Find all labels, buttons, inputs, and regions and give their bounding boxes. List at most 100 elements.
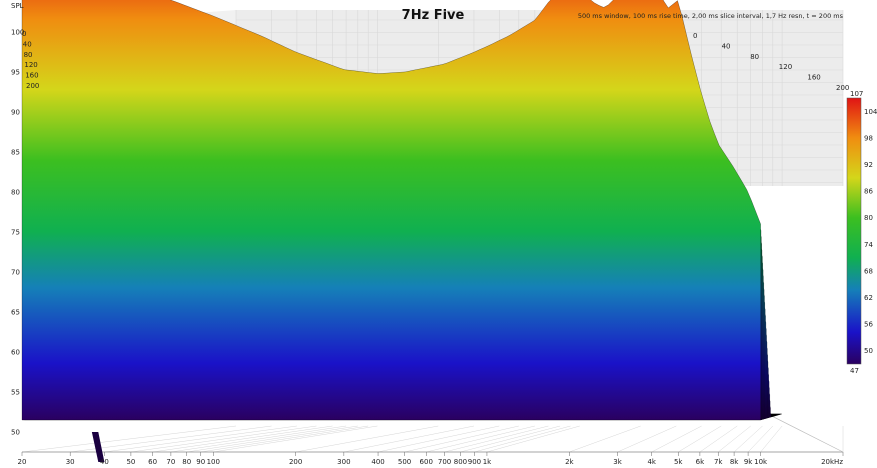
colorbar-gradient — [846, 97, 862, 365]
x-tick-label: 8k — [730, 458, 739, 466]
colorbar-tick-label: 62 — [864, 294, 873, 302]
time-tick-label-left: 200 — [26, 82, 39, 90]
x-tick-label: 5k — [674, 458, 683, 466]
floor-grid — [21, 404, 844, 453]
time-tick-label-left: 80 — [24, 51, 33, 59]
floor-grid-line — [70, 425, 272, 453]
floor-grid-line — [404, 425, 519, 453]
x-tick-label: 20 — [18, 458, 27, 466]
floor-grid-line — [651, 425, 702, 453]
floor-grid-line — [617, 425, 677, 453]
time-tick-label-left: 120 — [24, 61, 37, 69]
floor-grid-line — [486, 425, 580, 453]
time-tick-label: 120 — [779, 63, 792, 71]
floor-grid-line — [130, 425, 317, 453]
colorbar-tick-label: 104 — [864, 108, 877, 116]
floor-grid-line — [678, 425, 722, 453]
colorbar-tick-label: 80 — [864, 214, 873, 222]
x-tick-label: 200 — [289, 458, 302, 466]
x-tick-label: 500 — [398, 458, 411, 466]
x-tick-label: 700 — [438, 458, 451, 466]
floor-grid-line — [343, 425, 475, 453]
floor-grid-line — [186, 425, 358, 453]
colorbar-min-label: 47 — [850, 367, 859, 375]
floor-grid-line — [200, 425, 369, 453]
y-tick-label: 55 — [11, 389, 20, 397]
y-tick-label: 50 — [11, 429, 20, 437]
x-tick-label: 600 — [420, 458, 433, 466]
time-tick-label: 40 — [722, 42, 731, 50]
x-tick-label: 70 — [166, 458, 175, 466]
waterfall-surface — [21, 0, 782, 462]
colorbar-tick-label: 68 — [864, 267, 873, 275]
time-tick-label-left: 160 — [25, 72, 38, 80]
x-tick-label: 300 — [337, 458, 350, 466]
time-axis: 0 0 40 40 80 80 120 120 160 160 200 200 — [22, 30, 849, 92]
floor-grid-line — [377, 425, 500, 453]
x-tick-label: 30 — [66, 458, 75, 466]
x-tick-label: 1k — [483, 458, 492, 466]
floor-grid-line — [21, 425, 237, 453]
floor-grid-line — [426, 425, 535, 453]
floor-grid-line — [460, 425, 561, 453]
x-tick-label: 100 — [207, 458, 220, 466]
colorbar-tick-label: 74 — [864, 241, 873, 249]
floor-grid-line — [295, 425, 439, 453]
x-tick-label: 50 — [126, 458, 135, 466]
waterfall-slice — [21, 0, 761, 421]
y-tick-label: 85 — [11, 149, 20, 157]
colorbar-tick-label: 92 — [864, 161, 873, 169]
colorbar-tick-label: 56 — [864, 321, 873, 329]
colorbar: 104 98 92 86 80 74 68 62 56 50 47 107 — [846, 90, 877, 375]
x-tick-label: 7k — [714, 458, 723, 466]
floor-grid-line — [747, 425, 774, 453]
floor-grid-line — [170, 425, 347, 453]
colorbar-tick-label: 50 — [864, 347, 873, 355]
y-tick-label: 90 — [11, 109, 20, 117]
y-tick-label: 100 — [11, 29, 24, 37]
floor-grid-line — [760, 425, 783, 453]
colorbar-tick-label: 86 — [864, 188, 873, 196]
floor-grid-line — [718, 425, 751, 453]
time-tick-label: 80 — [750, 53, 759, 61]
time-tick-label: 0 — [693, 32, 697, 40]
low-frequency-spike — [91, 432, 105, 462]
colorbar-tick-label: 98 — [864, 134, 873, 142]
x-tick-label: 6k — [696, 458, 705, 466]
x-tick-label: 90 — [196, 458, 205, 466]
y-tick-label: 80 — [11, 189, 20, 197]
x-tick-label: 60 — [148, 458, 157, 466]
x-tick-label: 2k — [565, 458, 574, 466]
time-tick-label-left: 40 — [23, 40, 32, 48]
y-tick-label: 95 — [11, 69, 20, 77]
colorbar-max-label: 107 — [850, 90, 863, 98]
x-tick-label: 10k — [754, 458, 768, 466]
x-axis: 20 30 40 50 60 70 80 90 100 200 300 400 500 600 700 800… — [18, 452, 843, 466]
y-tick-label: 60 — [11, 349, 20, 357]
x-tick-label: 3k — [613, 458, 622, 466]
x-tick-label: 900 — [468, 458, 481, 466]
x-tick-label: 400 — [371, 458, 384, 466]
info-text: 500 ms window, 100 ms rise time, 2,00 ms… — [578, 12, 844, 20]
floor-grid-line — [699, 425, 738, 453]
floor-grid-line — [213, 425, 378, 453]
x-tick-label: 800 — [454, 458, 467, 466]
x-tick-label: 20kHz — [821, 458, 843, 466]
y-tick-label: 65 — [11, 309, 20, 317]
y-tick-label: 75 — [11, 229, 20, 237]
chart-title: 7Hz Five — [402, 8, 465, 23]
x-tick-label: 40 — [100, 458, 109, 466]
y-axis: 50556065707580859095100105110115 — [11, 29, 24, 437]
time-tick-label: 200 — [836, 84, 849, 92]
floor-grid-line — [444, 425, 549, 453]
floor-grid-line — [104, 425, 297, 453]
floor-grid-line — [474, 425, 571, 453]
time-tick-label-left: 0 — [22, 30, 26, 38]
y-axis-label: SPL — [11, 2, 24, 10]
floor-grid-line — [152, 425, 333, 453]
x-tick-label: 80 — [182, 458, 191, 466]
y-tick-label: 70 — [11, 269, 20, 277]
time-tick-label: 160 — [807, 74, 820, 82]
